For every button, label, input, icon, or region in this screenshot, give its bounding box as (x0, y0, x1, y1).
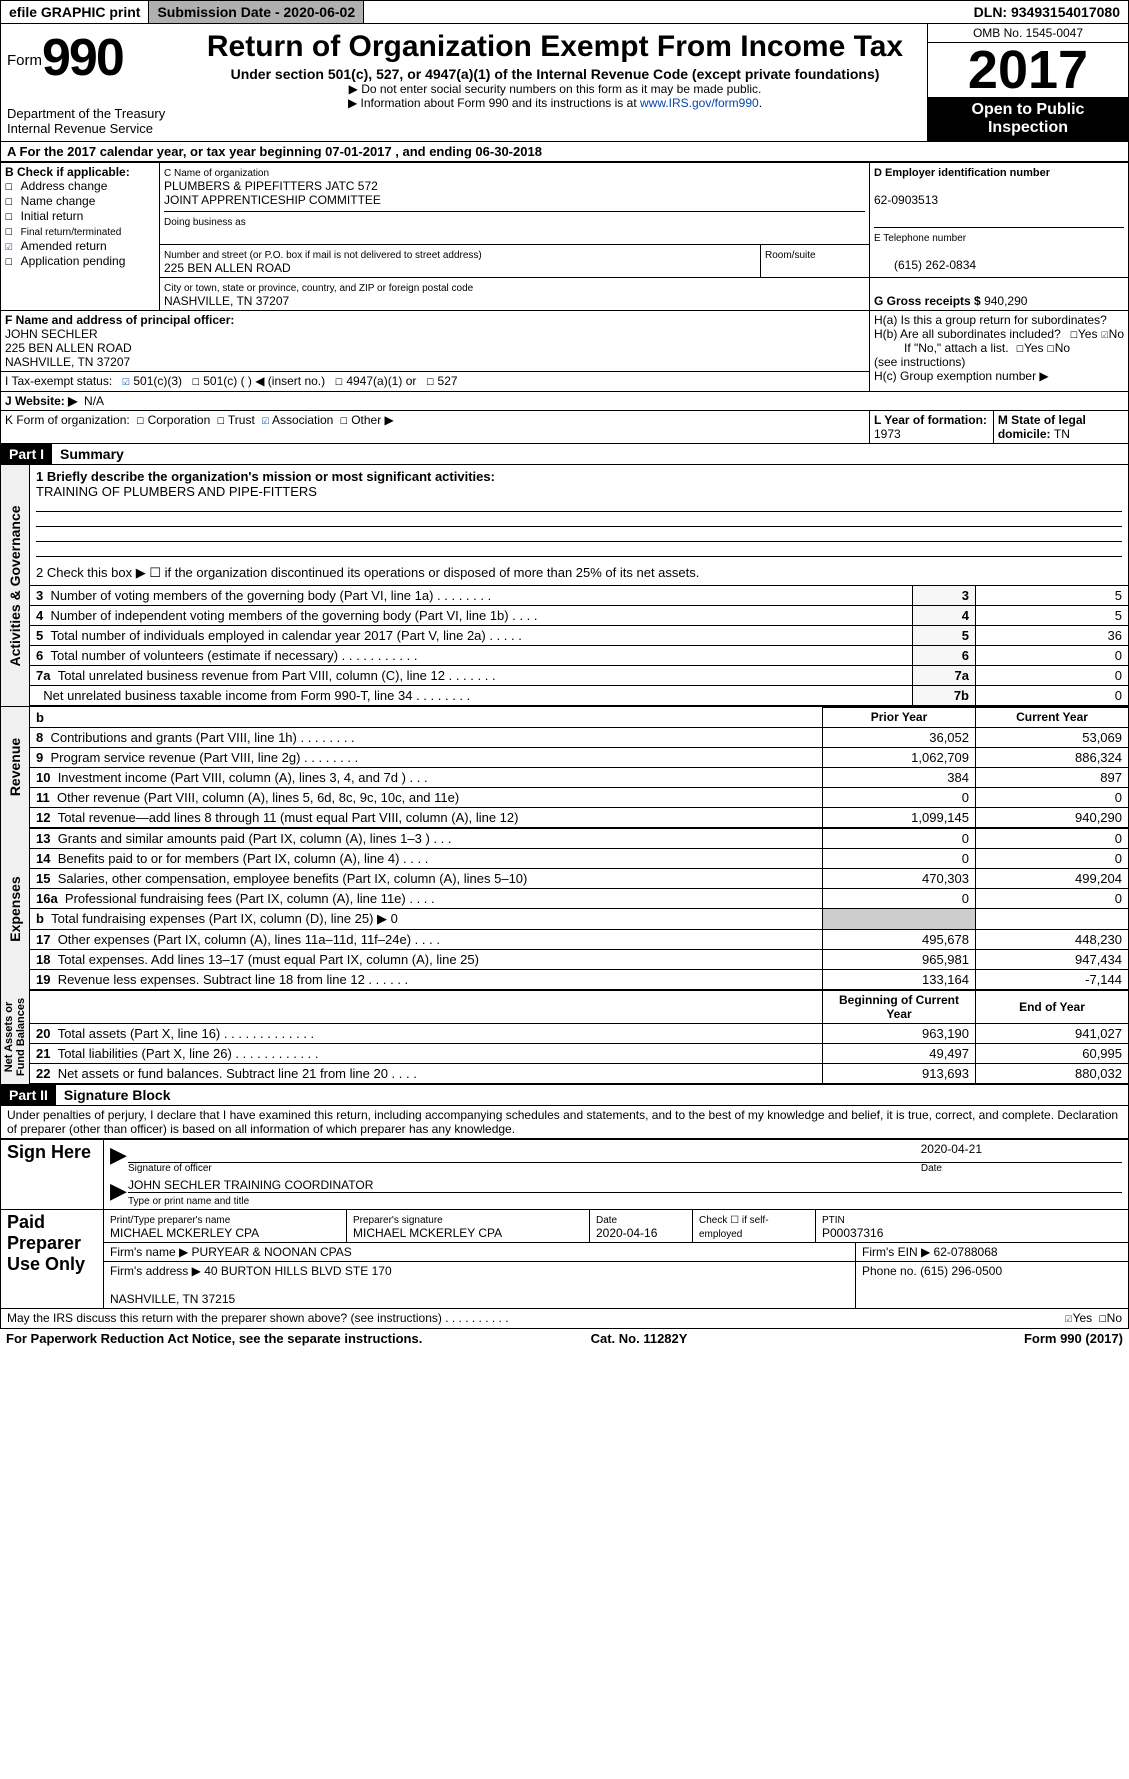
box-f: F Name and address of principal officer:… (1, 311, 870, 372)
cb-irs-yes[interactable]: ☑ (1065, 1311, 1073, 1326)
cb-ha-no[interactable]: ☑ (1101, 327, 1109, 342)
irs-discuss: May the IRS discuss this return with the… (1, 1308, 1129, 1328)
box-lm: L Year of formation: 1973 M State of leg… (870, 411, 1129, 444)
paperwork-notice: For Paperwork Reduction Act Notice, see … (6, 1331, 422, 1346)
instructions-note: ▶ Information about Form 990 and its ins… (189, 96, 921, 110)
irs-link[interactable]: www.IRS.gov/form990 (640, 96, 759, 110)
cb-assoc[interactable]: ☑ (261, 413, 269, 428)
box-c-name: C Name of organizationPLUMBERS & PIPEFIT… (160, 163, 870, 245)
box-j: J Website: ▶ N/A (1, 392, 1129, 411)
box-c-addr: Number and street (or P.O. box if mail i… (160, 245, 870, 278)
revenue-block: Revenue bPrior YearCurrent Year8 Contrib… (0, 706, 1129, 828)
footer: For Paperwork Reduction Act Notice, see … (0, 1329, 1129, 1348)
line2: 2 Check this box ▶ ☐ if the organization… (30, 561, 1128, 585)
summary-top-table: 3 Number of voting members of the govern… (30, 585, 1128, 706)
signature-table: Sign Here ▶ 2020-04-21 Signature of offi… (0, 1139, 1129, 1329)
box-k: K Form of organization: ☐ Corporation ☐ … (1, 411, 870, 444)
cb-other[interactable]: ☐ (340, 413, 348, 428)
ssn-note: ▶ Do not enter social security numbers o… (189, 82, 921, 96)
dln: DLN: 93493154017080 (966, 1, 1128, 23)
expenses-table: 13 Grants and similar amounts paid (Part… (30, 828, 1128, 990)
entity-block: B Check if applicable: ☐ Address change … (0, 162, 1129, 444)
line-a: A For the 2017 calendar year, or tax yea… (0, 142, 1129, 162)
open-to-public: Open to Public Inspection (928, 97, 1128, 141)
cb-application-pending[interactable]: ☐ (5, 254, 21, 269)
activities-governance: Activities & Governance 1 Briefly descri… (0, 465, 1129, 706)
cb-501c3[interactable]: ☑ (122, 374, 130, 389)
revenue-table: bPrior YearCurrent Year8 Contributions a… (30, 707, 1128, 828)
form-number: 990 (42, 28, 123, 88)
cb-irs-no[interactable]: ☐ (1099, 1311, 1107, 1326)
form-word: Form (7, 52, 42, 69)
form-header: Form990 Department of the Treasury Inter… (0, 24, 1129, 142)
efile-label: efile GRAPHIC print (1, 1, 149, 23)
netassets-block: Net Assets or Fund Balances Beginning of… (0, 990, 1129, 1085)
firm-row: Firm's name ▶ PURYEAR & NOONAN CPAS Firm… (104, 1242, 1129, 1261)
part1-header: Part ISummary (0, 444, 1129, 465)
tax-year: 2017 (928, 43, 1128, 97)
vtab-expenses: Expenses (7, 876, 23, 941)
cb-501c[interactable]: ☐ (192, 374, 200, 389)
cat-no: Cat. No. 11282Y (591, 1331, 688, 1346)
line1: 1 Briefly describe the organization's mi… (30, 465, 1128, 561)
firm-addr-row: Firm's address ▶ 40 BURTON HILLS BLVD ST… (104, 1261, 1129, 1308)
box-i: I Tax-exempt status: ☑ 501(c)(3) ☐ 501(c… (1, 372, 870, 392)
box-g: G Gross receipts $ 940,290 (870, 278, 1129, 311)
form-footer: Form 990 (2017) (1024, 1331, 1123, 1346)
cb-final-return[interactable]: ☐ (5, 224, 21, 239)
cb-name-change[interactable]: ☐ (5, 194, 21, 209)
cb-hb-yes[interactable]: ☐ (1016, 341, 1024, 356)
box-b: B Check if applicable: ☐ Address change … (1, 163, 160, 311)
cb-initial-return[interactable]: ☐ (5, 209, 21, 224)
perjury-statement: Under penalties of perjury, I declare th… (0, 1106, 1129, 1139)
vtab-revenue: Revenue (7, 738, 23, 796)
cb-4947[interactable]: ☐ (335, 374, 343, 389)
part2-header: Part IISignature Block (0, 1085, 1129, 1106)
header-mid: Return of Organization Exempt From Incom… (183, 24, 927, 141)
preparer-row: Print/Type preparer's nameMICHAEL MCKERL… (104, 1209, 1129, 1242)
sig-line: ▶ 2020-04-21 Signature of officerDate (104, 1139, 1129, 1176)
cb-corp[interactable]: ☐ (136, 413, 144, 428)
header-right: OMB No. 1545-0047 2017 Open to Public In… (927, 24, 1128, 141)
form-subtitle: Under section 501(c), 527, or 4947(a)(1)… (189, 66, 921, 82)
sign-here-label: Sign Here (1, 1139, 104, 1209)
vtab-netassets: Net Assets or Fund Balances (3, 997, 27, 1075)
cb-amended-return[interactable]: ☑ (5, 239, 21, 254)
netassets-table: Beginning of Current YearEnd of Year20 T… (30, 990, 1128, 1084)
box-c-city: City or town, state or province, country… (160, 278, 870, 311)
cb-trust[interactable]: ☐ (217, 413, 225, 428)
dept-treasury: Department of the Treasury Internal Reve… (7, 106, 177, 136)
paid-preparer-label: Paid Preparer Use Only (1, 1209, 104, 1308)
sig-date: 2020-04-21 (921, 1142, 1122, 1162)
cb-hb-no[interactable]: ☐ (1047, 341, 1055, 356)
vtab-governance: Activities & Governance (7, 505, 23, 666)
cb-ha-yes[interactable]: ☐ (1070, 327, 1078, 342)
box-h: H(a) Is this a group return for subordin… (870, 311, 1129, 392)
form-title: Return of Organization Exempt From Incom… (189, 30, 921, 64)
cb-527[interactable]: ☐ (426, 374, 434, 389)
header-left: Form990 Department of the Treasury Inter… (1, 24, 183, 141)
box-d-e: D Employer identification number62-09035… (870, 163, 1129, 278)
officer-name: JOHN SECHLER TRAINING COORDINATOR (128, 1178, 1122, 1193)
submission-date: Submission Date - 2020-06-02 (149, 1, 364, 23)
top-bar: efile GRAPHIC print Submission Date - 20… (0, 0, 1129, 24)
cb-address-change[interactable]: ☐ (5, 179, 21, 194)
sig-name-line: ▶ JOHN SECHLER TRAINING COORDINATOR Type… (104, 1176, 1129, 1210)
expenses-block: Expenses 13 Grants and similar amounts p… (0, 828, 1129, 990)
